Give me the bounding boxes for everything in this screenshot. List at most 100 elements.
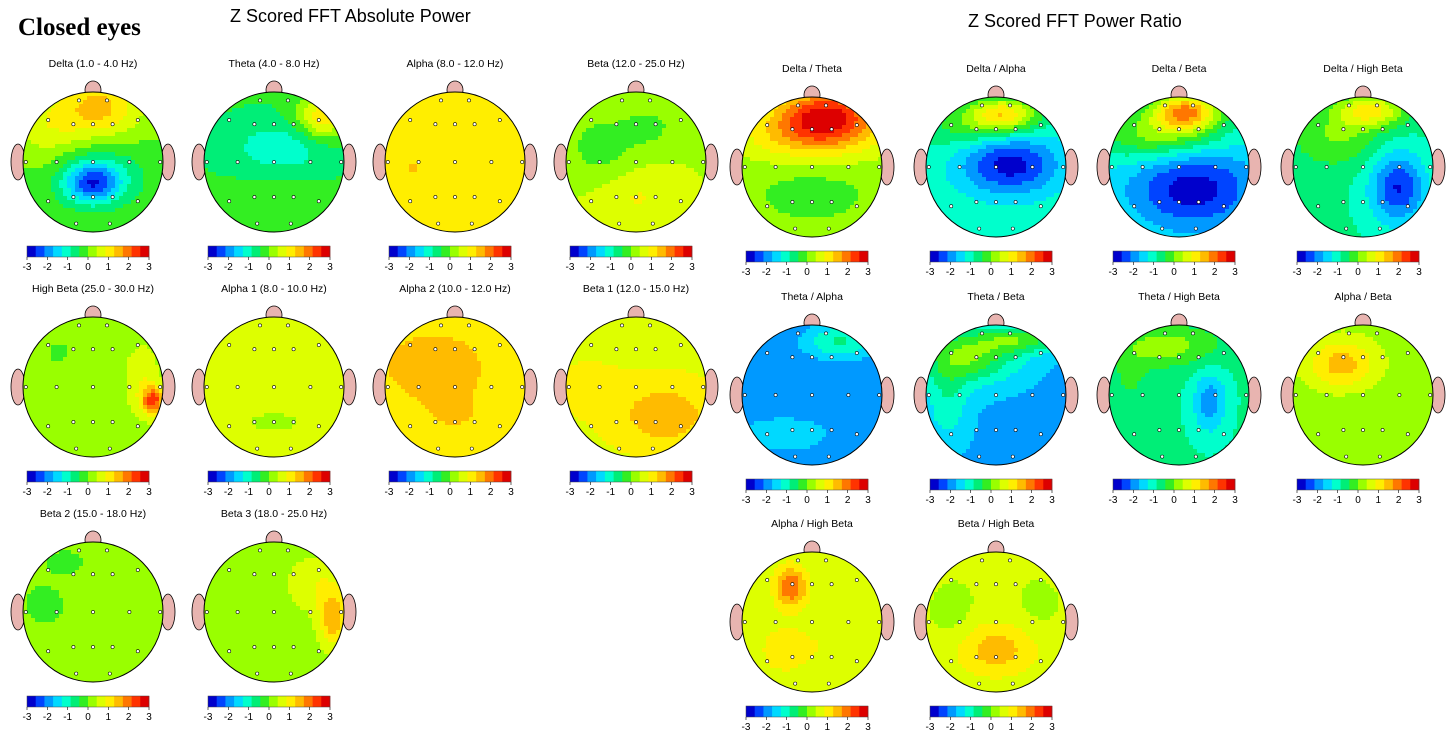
colorbar-tick-label: 1 — [1376, 495, 1382, 503]
colorbar-segment — [965, 479, 974, 490]
head-topomap — [1094, 75, 1264, 240]
electrode-dot — [615, 123, 618, 126]
electrode-dot — [978, 682, 981, 685]
electrode-dot — [1342, 128, 1345, 131]
colorbar-segment — [1297, 251, 1306, 262]
colorbar-segment — [648, 246, 657, 257]
colorbar-tick-label: 3 — [146, 487, 152, 495]
electrode-dot — [648, 99, 651, 102]
colorbar-tick-label: -2 — [1313, 495, 1322, 503]
colorbar-segment — [1130, 479, 1139, 490]
colorbar-tick-label: -3 — [1109, 495, 1118, 503]
electrode-dot — [1014, 583, 1017, 586]
colorbar-tick-label: 3 — [865, 267, 871, 275]
head-topomap — [1278, 75, 1448, 240]
colorbar-segment — [114, 246, 123, 257]
map-title: Delta / Alpha — [911, 63, 1081, 75]
colorbar-tick-label: -1 — [1333, 267, 1342, 275]
electrode-dot — [791, 200, 794, 203]
electrode-dot — [927, 165, 930, 168]
colorbar-segment — [816, 706, 825, 717]
electrode-dot — [796, 559, 799, 562]
colorbar-segment — [1393, 251, 1402, 262]
electrode-dot — [994, 428, 997, 431]
electrode-dot — [590, 343, 593, 346]
colorbar-segment — [398, 471, 407, 482]
colorbar-segment — [1209, 479, 1218, 490]
colorbar-tick-label: -1 — [63, 712, 72, 720]
colorbar-segment — [947, 479, 956, 490]
electrode-dot — [975, 583, 978, 586]
electrode-dot — [1317, 205, 1320, 208]
colorbar-tick-label: -1 — [782, 722, 791, 730]
electrode-dot — [618, 222, 621, 225]
electrode-dot — [159, 160, 162, 163]
colorbar-segment — [406, 471, 415, 482]
electrode-dot — [1325, 393, 1328, 396]
colorbar-tick-label: 2 — [126, 487, 132, 495]
colorbar-tick-label: -2 — [224, 712, 233, 720]
colorbar-tick-label: 0 — [447, 487, 453, 495]
colorbar-tick-label: 3 — [327, 262, 333, 270]
electrode-dot — [1361, 165, 1364, 168]
colorbar-tick-label: 0 — [804, 722, 810, 730]
colorbar-segment — [1209, 251, 1218, 262]
electrode-dot — [258, 99, 261, 102]
head-topomap — [911, 303, 1081, 468]
colorbar-tick-label: -1 — [606, 262, 615, 270]
colorbar-tick-label: 0 — [988, 722, 994, 730]
colorbar-segment — [114, 696, 123, 707]
colorbar-tick-label: -2 — [43, 712, 52, 720]
electrode-dot — [72, 420, 75, 423]
colorbar-segment — [965, 251, 974, 262]
colorbar-segment — [947, 706, 956, 717]
electrode-dot — [810, 620, 813, 623]
electrode-dot — [774, 165, 777, 168]
electrode-dot — [409, 425, 412, 428]
colorbar-tick-label: 1 — [1192, 495, 1198, 503]
colorbar-segment — [234, 696, 243, 707]
electrode-dot — [453, 160, 456, 163]
colorbar-segment — [842, 706, 851, 717]
colorbar-segment — [1218, 251, 1227, 262]
colorbar-segment — [1314, 479, 1323, 490]
colorbar-tick-label: -2 — [224, 487, 233, 495]
electrode-dot — [409, 343, 412, 346]
electrode-dot — [386, 160, 389, 163]
electrode-dot — [272, 645, 275, 648]
electrode-dot — [317, 343, 320, 346]
electrode-dot — [253, 348, 256, 351]
colorbar-segment — [991, 251, 1000, 262]
electrode-dot — [1398, 393, 1401, 396]
colorbar-segment — [260, 696, 269, 707]
colorbar-tick-label: 0 — [1171, 495, 1177, 503]
colorbar-segment — [217, 696, 226, 707]
electrode-dot — [1406, 351, 1409, 354]
electrode-dot — [1214, 393, 1217, 396]
colorbar-tick-label: -1 — [606, 487, 615, 495]
electrode-dot — [128, 610, 131, 613]
electrode-dot — [654, 420, 657, 423]
colorbar-segment — [675, 246, 684, 257]
colorbar-segment — [269, 696, 278, 707]
map-title: Theta / Alpha — [727, 291, 897, 303]
electrode-dot — [292, 645, 295, 648]
electrode-dot — [1381, 428, 1384, 431]
electrode-dot — [256, 672, 259, 675]
colorbar-segment — [939, 251, 948, 262]
electrode-dot — [272, 160, 275, 163]
colorbar-segment — [1026, 706, 1035, 717]
electrode-dot — [437, 222, 440, 225]
colorbar-segment — [225, 696, 234, 707]
colorbar-segment — [1139, 251, 1148, 262]
electrode-dot — [228, 425, 231, 428]
electrode-dot — [1317, 351, 1320, 354]
